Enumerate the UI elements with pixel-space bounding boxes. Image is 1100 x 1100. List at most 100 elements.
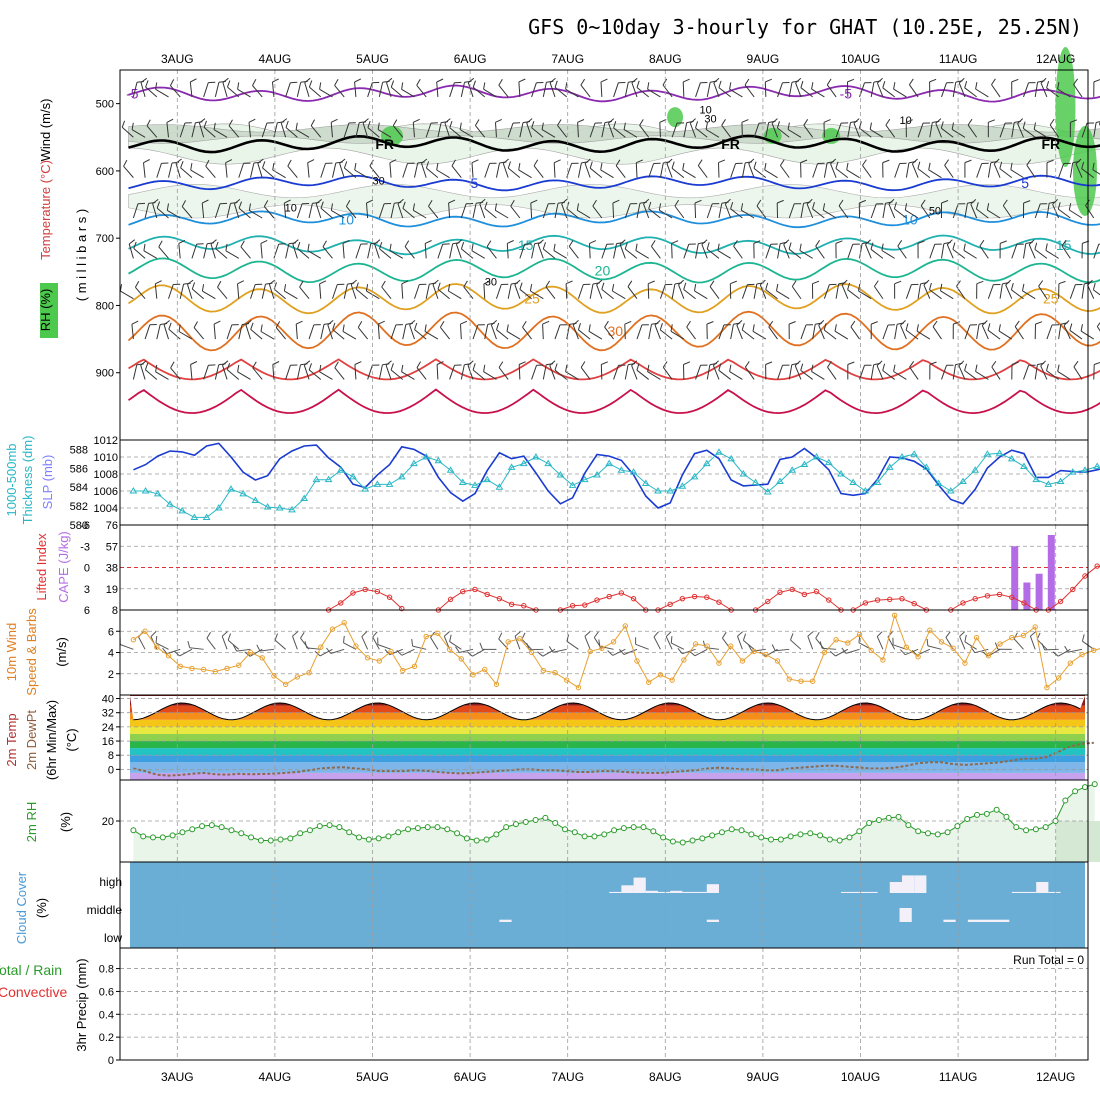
wind-barb bbox=[730, 201, 734, 209]
temp-band bbox=[130, 741, 1085, 749]
wind-barb bbox=[156, 163, 162, 178]
wind-barb bbox=[659, 209, 673, 219]
rh-marker bbox=[130, 827, 137, 834]
wind-barb bbox=[409, 320, 416, 326]
wind-barb bbox=[639, 119, 644, 126]
wind-barb bbox=[1069, 329, 1083, 340]
wind-barb bbox=[850, 326, 860, 340]
surface-wind-barb bbox=[514, 636, 521, 650]
wind-barb bbox=[343, 122, 350, 138]
wind-barb bbox=[811, 364, 814, 372]
wind-barb bbox=[1022, 127, 1036, 138]
rh-marker bbox=[944, 829, 951, 836]
high-cloud-bar bbox=[609, 891, 622, 893]
wind-barb bbox=[624, 242, 628, 250]
wind-speed-marker bbox=[692, 641, 699, 647]
wind-sub-label: Speed & Barbs bbox=[24, 608, 39, 696]
wind-barb bbox=[835, 168, 849, 179]
wind-barb bbox=[530, 199, 538, 204]
wind-barb bbox=[588, 324, 591, 332]
surface-wind-barb bbox=[964, 641, 977, 650]
surface-wind-barb bbox=[120, 644, 134, 650]
slp-tick: 1012 bbox=[94, 435, 118, 447]
date-tick-top: 11AUG bbox=[939, 52, 977, 66]
wind-barb bbox=[205, 165, 216, 178]
wind-barb bbox=[650, 240, 656, 247]
wind-barb bbox=[981, 325, 989, 340]
surface-wind-barb bbox=[443, 631, 450, 637]
wind-barb bbox=[881, 243, 884, 251]
wind-barb bbox=[425, 161, 430, 169]
wind-barb bbox=[870, 364, 875, 380]
wind-barb bbox=[636, 203, 641, 219]
wind-barb bbox=[295, 320, 303, 325]
wind-barb bbox=[648, 201, 652, 209]
wind-barb bbox=[285, 127, 298, 138]
wind-barb bbox=[1058, 324, 1062, 340]
rh-marker bbox=[169, 832, 176, 839]
wind-barb bbox=[178, 243, 181, 259]
isotherm-label: 20 bbox=[595, 262, 611, 278]
wind-speed-marker bbox=[528, 649, 535, 656]
surface-wind-barb bbox=[815, 637, 825, 650]
wind-barb bbox=[811, 88, 825, 98]
surface-wind-barb bbox=[361, 636, 369, 650]
wind-barb bbox=[823, 209, 837, 219]
wind-barb bbox=[958, 77, 965, 84]
date-tick-top: 12AUG bbox=[1036, 52, 1075, 66]
wind-barb bbox=[448, 199, 456, 204]
wind-barb bbox=[263, 200, 269, 207]
thickness-marker bbox=[910, 450, 919, 457]
wind-barb bbox=[222, 360, 229, 366]
wind-barb bbox=[662, 367, 673, 380]
wind-barb bbox=[764, 169, 778, 179]
date-tick-bottom: 9AUG bbox=[747, 1070, 780, 1084]
wind-barb bbox=[542, 242, 546, 250]
wind-tick: 4 bbox=[108, 648, 114, 660]
wind-barb bbox=[374, 239, 381, 245]
wind-barb bbox=[847, 122, 851, 138]
wind-barb bbox=[1058, 208, 1071, 219]
wind-barb bbox=[260, 331, 275, 340]
wind-barb bbox=[522, 320, 527, 328]
wind-barb bbox=[753, 122, 760, 138]
wind-barb bbox=[882, 159, 890, 164]
wind-barb bbox=[929, 244, 936, 259]
rh-contour-label: 30 bbox=[704, 113, 716, 125]
wind-barb bbox=[1034, 242, 1038, 250]
isotherm-label: FR bbox=[721, 136, 740, 152]
wind-barb bbox=[238, 201, 242, 209]
wind-barb bbox=[777, 199, 784, 204]
wind-speed-marker bbox=[704, 643, 710, 649]
wind-barb bbox=[752, 330, 767, 340]
li-marker bbox=[960, 600, 966, 606]
wind-barb bbox=[1069, 323, 1073, 331]
wind-barb bbox=[502, 158, 509, 164]
li-marker bbox=[569, 603, 576, 609]
thickness-marker bbox=[1081, 466, 1089, 473]
wind-barb bbox=[794, 365, 802, 380]
surface-wind-barb bbox=[974, 648, 989, 654]
wind-speed-marker bbox=[388, 648, 394, 655]
wind-barb bbox=[748, 158, 755, 164]
wind-barb bbox=[355, 288, 368, 300]
wind-speed-marker bbox=[786, 676, 792, 682]
wind-barb bbox=[561, 203, 568, 219]
middle-cloud-bar bbox=[706, 919, 719, 922]
wind-barb bbox=[187, 279, 194, 285]
wind-barb bbox=[189, 81, 193, 97]
wind-barb bbox=[460, 203, 467, 219]
wind-barb bbox=[611, 284, 615, 292]
wind-speed-marker bbox=[282, 681, 289, 688]
wind-barb bbox=[870, 82, 875, 97]
wind-barb bbox=[467, 82, 474, 98]
rh-marker bbox=[228, 827, 235, 834]
surface-wind-barb bbox=[964, 634, 967, 642]
wind-barb bbox=[683, 361, 691, 365]
wind-barb bbox=[865, 239, 871, 245]
rh-marker bbox=[1042, 824, 1049, 831]
rh-marker bbox=[149, 834, 156, 841]
wind-barb bbox=[596, 284, 603, 299]
wind-barb bbox=[190, 169, 204, 179]
wind-barb bbox=[627, 280, 633, 287]
